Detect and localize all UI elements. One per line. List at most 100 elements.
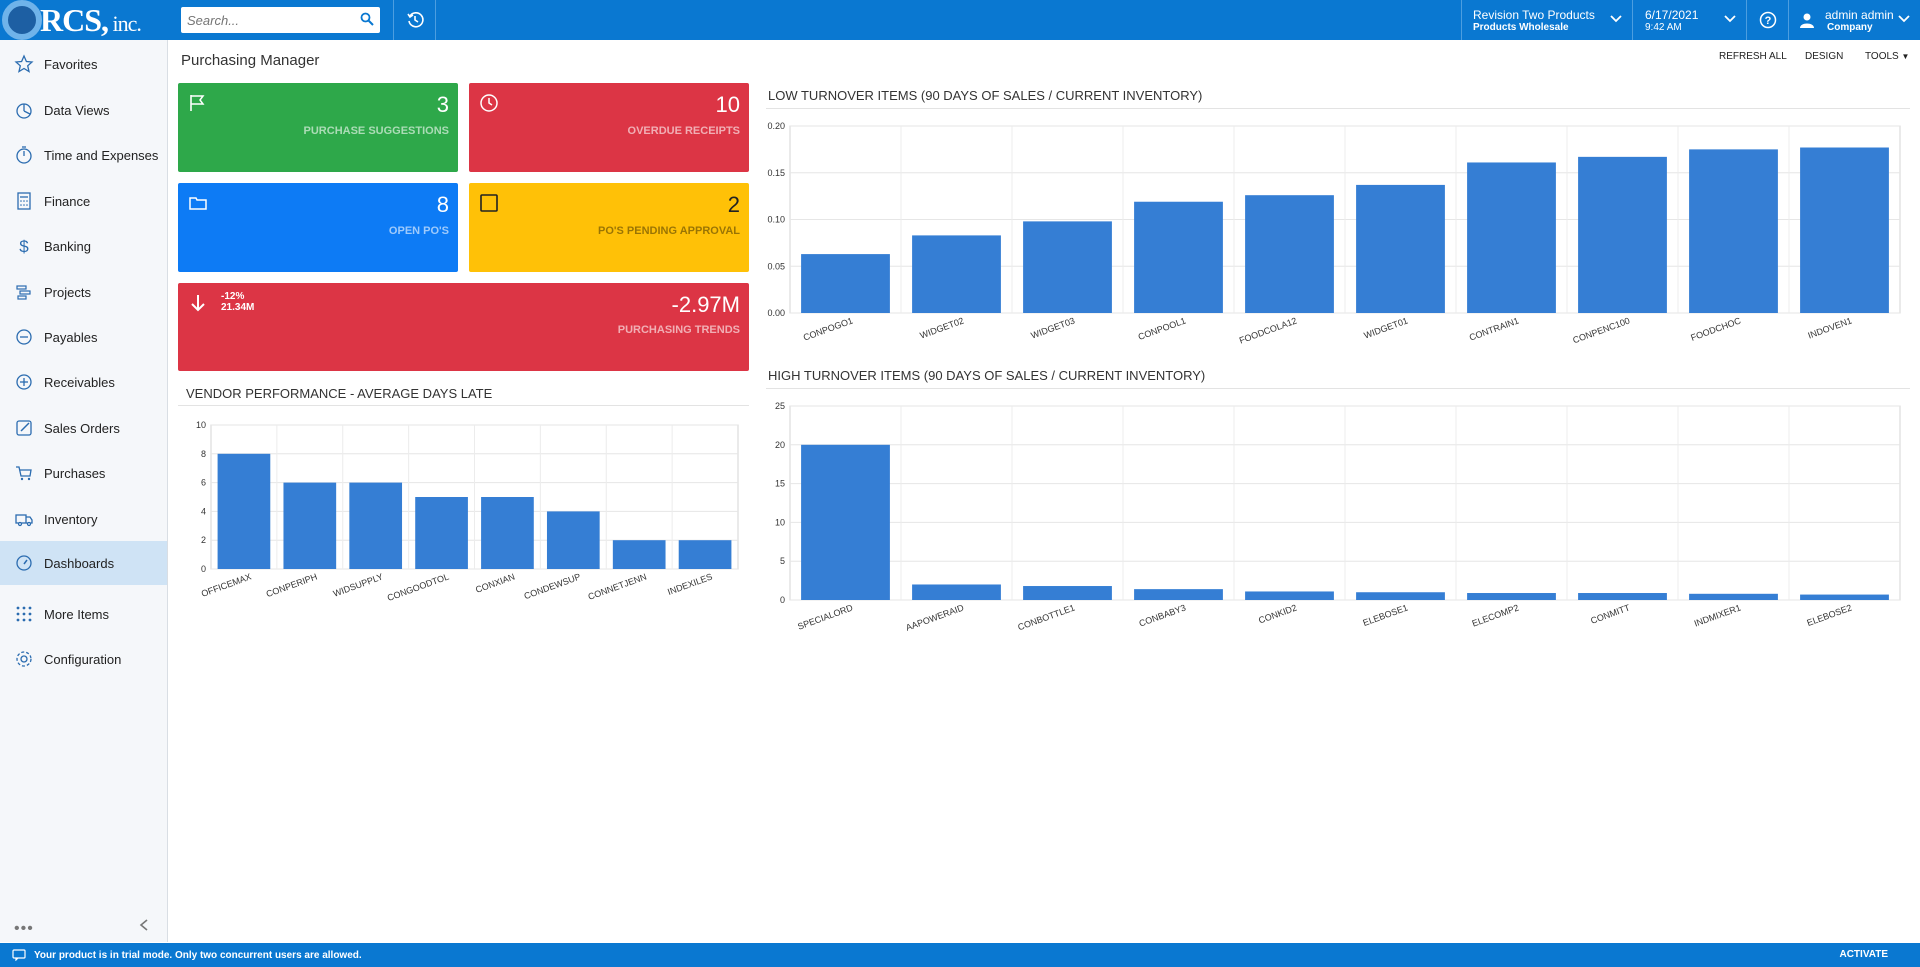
tile-overdue-receipts[interactable]: 10 OVERDUE RECEIPTS (469, 83, 749, 172)
x-tick-label: CONNETJENN (587, 571, 648, 601)
y-tick-label: 10 (196, 420, 206, 430)
tile-purchasing-trends[interactable]: -12% 21.34M -2.97M PURCHASING TRENDS (178, 283, 749, 371)
y-tick-label: 0.05 (767, 261, 785, 271)
trend-percent: -12% (221, 291, 245, 302)
bar (612, 540, 666, 569)
minus-circle-icon (16, 329, 32, 345)
divider (766, 108, 1910, 109)
sidebar-item-label: Payables (44, 329, 98, 345)
bar (546, 511, 600, 569)
x-tick-label: CONPOGO1 (802, 315, 854, 342)
tile-value: 2 (727, 192, 740, 217)
user-name: admin admin (1825, 7, 1894, 22)
y-tick-label: 0 (201, 564, 206, 574)
pencil-icon (16, 420, 32, 436)
chevron-down-icon (1898, 15, 1910, 23)
sidebar-item-favorites[interactable]: Favorites (0, 42, 167, 86)
date-selector[interactable]: 6/17/2021 9:42 AM (1632, 0, 1746, 40)
low-turnover-chart: 0.00 0.05 0.10 0.15 0.20 CONPOGO1 WIDGET02 WIDG… (767, 121, 1901, 346)
refresh-all-button[interactable]: REFRESH ALL (1719, 51, 1787, 62)
activate-button[interactable]: ACTIVATE (1839, 949, 1888, 960)
y-tick-label: 4 (201, 506, 206, 516)
dollar-icon: $ (19, 237, 29, 256)
collapse-sidebar-icon[interactable] (138, 918, 150, 932)
high-turnover-chart: 0 5 10 15 20 25 SPECIALORD AAPOWERAID CONBOTTLE1… (775, 401, 1901, 633)
sidebar-item-time-and-expenses[interactable]: Time and Expenses (0, 133, 167, 177)
bar (349, 482, 403, 569)
sidebar-item-label: Finance (44, 193, 91, 209)
search-icon[interactable] (360, 12, 374, 26)
tile-purchase-suggestions[interactable]: 3 PURCHASE SUGGESTIONS (178, 83, 458, 172)
sidebar-item-more-items[interactable]: More Items (0, 592, 167, 636)
y-tick-label: 2 (201, 535, 206, 545)
sidebar-more-button[interactable]: ••• (14, 920, 34, 937)
current-time: 9:42 AM (1645, 21, 1682, 33)
top-bar: RCS, inc. Revision Two Products Products… (0, 0, 1920, 40)
history-icon (406, 12, 424, 28)
x-tick-label: SPECIALORD (796, 602, 854, 631)
x-tick-label: CONPOOL1 (1137, 315, 1187, 342)
design-button[interactable]: DESIGN (1805, 51, 1844, 62)
plus-circle-icon (16, 374, 32, 390)
sidebar-item-finance[interactable]: Finance (0, 179, 167, 223)
grid-icon (16, 606, 32, 622)
sidebar-item-label: Data Views (44, 102, 110, 118)
sidebar-item-inventory[interactable]: Inventory (0, 497, 167, 541)
bar (801, 254, 890, 313)
divider (178, 405, 749, 406)
x-tick-label: CONMITT (1589, 602, 1631, 626)
y-tick-label: 6 (201, 478, 206, 488)
bar (1467, 162, 1556, 313)
branch-name: Revision Two Products (1473, 7, 1595, 22)
sidebar-item-label: Banking (44, 238, 91, 254)
tile-label: PURCHASING TRENDS (617, 324, 740, 336)
help-button[interactable]: ? (1746, 0, 1788, 40)
sidebar-item-sales-orders[interactable]: Sales Orders (0, 406, 167, 450)
sidebar-item-configuration[interactable]: Configuration (0, 637, 167, 681)
bar (1689, 593, 1778, 600)
svg-text:$: $ (19, 237, 29, 256)
user-company: Company (1827, 21, 1873, 33)
sidebar-item-banking[interactable]: $ Banking (0, 224, 167, 268)
bar (217, 453, 271, 569)
flag-icon (190, 95, 205, 111)
bar (1356, 592, 1445, 600)
sidebar-item-label: Configuration (44, 651, 122, 667)
branch-sub: Products Wholesale (1473, 21, 1569, 33)
sidebar-item-payables[interactable]: Payables (0, 315, 167, 359)
y-tick-label: 0.00 (767, 308, 785, 318)
bar (1467, 593, 1556, 600)
y-tick-label: 0.10 (767, 215, 785, 225)
sidebar-item-data-views[interactable]: Data Views (0, 88, 167, 132)
company-logo[interactable]: RCS, inc. (0, 0, 168, 40)
arrow-down-icon (191, 295, 205, 312)
bar (1245, 195, 1334, 313)
bar (912, 584, 1001, 600)
tile-pos-pending-approval[interactable]: 2 PO'S PENDING APPROVAL (469, 183, 749, 272)
svg-text:?: ? (1764, 15, 1771, 27)
sidebar-item-projects[interactable]: Projects (0, 270, 167, 314)
tools-menu-button[interactable]: TOOLS ▼ (1865, 51, 1910, 62)
gear-icon (16, 651, 32, 667)
x-tick-label: FOODCHOC (1689, 315, 1742, 343)
x-tick-label: AAPOWERAID (904, 602, 965, 632)
history-button[interactable] (393, 0, 436, 40)
x-tick-label: WIDGET01 (1363, 315, 1410, 340)
help-icon: ? (1759, 11, 1776, 29)
branch-selector[interactable]: Revision Two Products Products Wholesale (1461, 0, 1632, 40)
sidebar-item-label: Purchases (44, 465, 106, 481)
sidebar-item-purchases[interactable]: Purchases (0, 451, 167, 495)
search-box[interactable] (181, 7, 380, 33)
tile-open-pos[interactable]: 8 OPEN PO'S (178, 183, 458, 272)
x-tick-label: CONPERIPH (265, 571, 319, 599)
caret-down-icon: ▼ (1901, 52, 1910, 61)
y-tick-label: 25 (775, 401, 785, 411)
message-icon (12, 949, 26, 961)
bar (912, 235, 1001, 313)
pie-chart-icon (16, 103, 32, 119)
sidebar-item-receivables[interactable]: Receivables (0, 360, 167, 404)
user-menu[interactable]: admin admin Company (1788, 0, 1920, 40)
search-input[interactable] (187, 12, 357, 28)
sidebar-item-label: Time and Expenses (44, 147, 159, 163)
sidebar-item-dashboards[interactable]: Dashboards (0, 541, 167, 585)
